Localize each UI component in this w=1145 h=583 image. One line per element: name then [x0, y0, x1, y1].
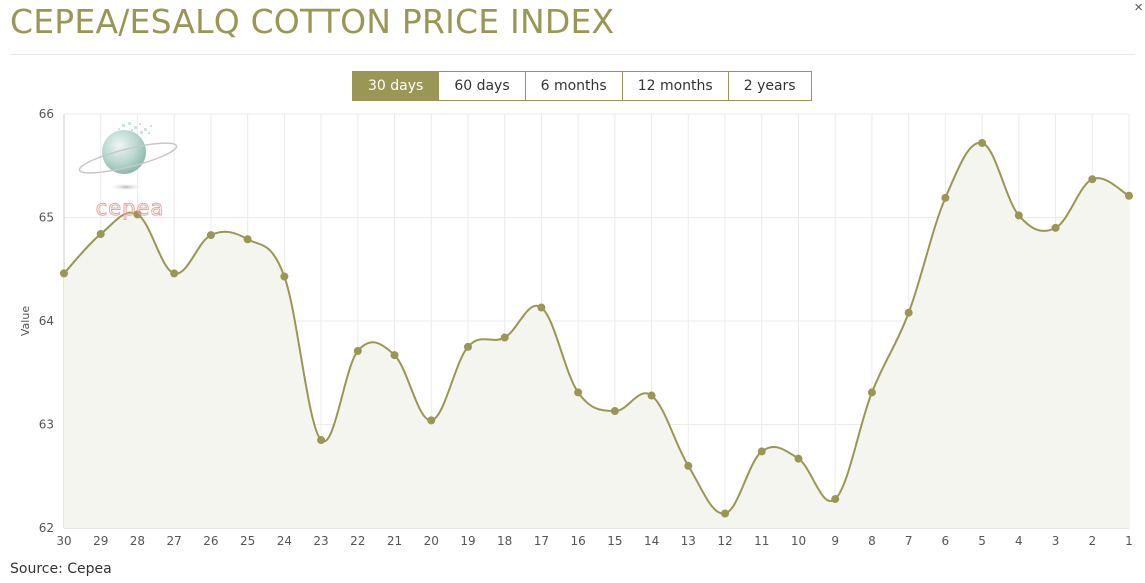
page-title: CEPEA/ESALQ COTTON PRICE INDEX: [10, 2, 615, 41]
data-point-17[interactable]: [537, 303, 546, 312]
x-tick-label: 6: [942, 534, 950, 548]
series-area: [64, 142, 1129, 529]
data-point-12[interactable]: [721, 509, 730, 518]
data-point-16[interactable]: [574, 388, 583, 397]
logo-text: cepea: [95, 196, 165, 221]
data-point-6[interactable]: [941, 193, 950, 202]
data-point-4[interactable]: [1014, 211, 1023, 220]
data-point-21[interactable]: [390, 351, 399, 360]
x-tick-label: 1: [1125, 534, 1133, 548]
x-tick-label: 11: [754, 534, 769, 548]
x-tick-label: 19: [460, 534, 475, 548]
x-tick-label: 23: [313, 534, 328, 548]
x-tick-label: 15: [607, 534, 622, 548]
x-tick-label: 14: [644, 534, 659, 548]
x-tick-label: 28: [130, 534, 145, 548]
cepea-logo: cepea: [78, 120, 182, 221]
x-tick-label: 8: [868, 534, 876, 548]
x-tick-label: 12: [717, 534, 732, 548]
data-point-18[interactable]: [500, 333, 509, 342]
data-point-9[interactable]: [831, 495, 840, 504]
data-point-7[interactable]: [904, 308, 913, 317]
data-point-23[interactable]: [317, 436, 326, 445]
data-point-14[interactable]: [647, 391, 656, 400]
y-tick-label: 66: [39, 107, 54, 121]
x-tick-label: 4: [1015, 534, 1023, 548]
tab-30-days[interactable]: 30 days: [353, 72, 439, 100]
x-tick-label: 13: [681, 534, 696, 548]
data-point-2[interactable]: [1088, 175, 1097, 184]
close-icon[interactable]: ×: [1134, 0, 1143, 16]
data-point-11[interactable]: [757, 447, 766, 456]
y-axis-label: Value: [19, 306, 32, 336]
x-tick-label: 20: [424, 534, 439, 548]
y-tick-label: 65: [39, 211, 54, 225]
data-point-13[interactable]: [684, 461, 693, 470]
data-point-1[interactable]: [1125, 191, 1133, 200]
period-tabs: 30 days 60 days 6 months 12 months 2 yea…: [352, 71, 812, 101]
data-point-29[interactable]: [96, 230, 105, 239]
y-tick-label: 63: [39, 418, 54, 432]
x-tick-label: 26: [203, 534, 218, 548]
data-point-27[interactable]: [170, 269, 179, 278]
x-tick-label: 21: [387, 534, 402, 548]
x-tick-label: 22: [350, 534, 365, 548]
tab-60-days[interactable]: 60 days: [438, 72, 525, 100]
x-tick-label: 29: [93, 534, 108, 548]
source-note: Source: Cepea: [10, 561, 112, 577]
data-point-5[interactable]: [978, 138, 987, 147]
data-point-8[interactable]: [867, 388, 876, 397]
data-point-28[interactable]: [133, 210, 142, 219]
x-tick-label: 30: [56, 534, 71, 548]
data-point-20[interactable]: [427, 416, 436, 425]
x-tick-label: 16: [570, 534, 585, 548]
data-point-3[interactable]: [1051, 223, 1060, 232]
title-divider: [10, 54, 1135, 55]
x-tick-label: 18: [497, 534, 512, 548]
x-tick-label: 7: [905, 534, 913, 548]
x-tick-label: 17: [534, 534, 549, 548]
x-tick-label: 27: [167, 534, 182, 548]
data-point-24[interactable]: [280, 272, 289, 281]
tab-6-months[interactable]: 6 months: [524, 72, 622, 100]
data-point-30[interactable]: [60, 269, 68, 278]
x-tick-label: 25: [240, 534, 255, 548]
data-point-10[interactable]: [794, 454, 803, 463]
x-tick-label: 3: [1052, 534, 1060, 548]
y-tick-label: 64: [39, 314, 54, 328]
x-tick-label: 24: [277, 534, 292, 548]
x-tick-label: 9: [831, 534, 839, 548]
x-tick-label: 5: [978, 534, 986, 548]
data-point-26[interactable]: [206, 231, 215, 240]
data-point-22[interactable]: [353, 347, 362, 356]
x-tick-label: 10: [791, 534, 806, 548]
data-point-25[interactable]: [243, 235, 252, 244]
tab-12-months[interactable]: 12 months: [621, 72, 728, 100]
globe-icon: [78, 122, 178, 191]
tab-2-years[interactable]: 2 years: [727, 72, 811, 100]
x-tick-label: 2: [1088, 534, 1096, 548]
data-point-15[interactable]: [610, 407, 619, 416]
y-tick-label: 62: [39, 521, 54, 535]
data-point-19[interactable]: [463, 342, 472, 351]
